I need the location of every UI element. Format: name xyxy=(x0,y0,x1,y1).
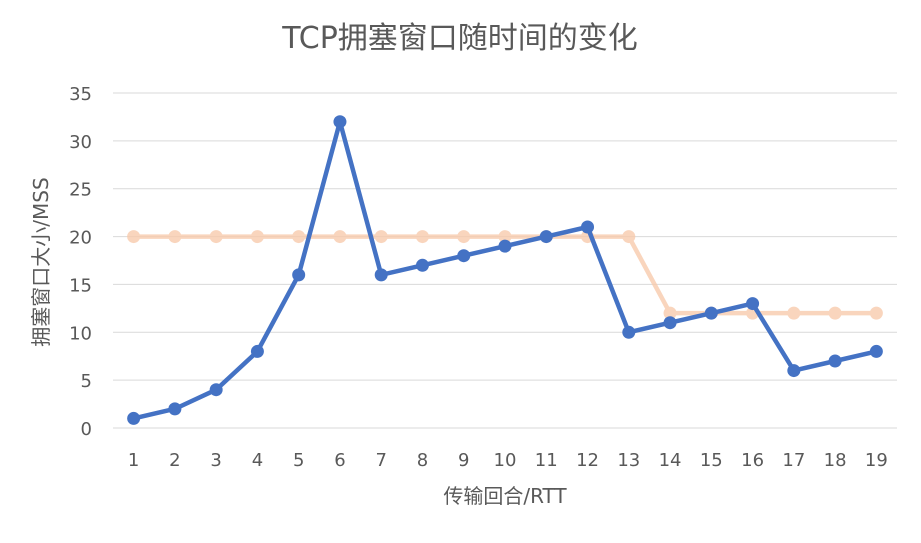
y-tick-label: 30 xyxy=(69,132,92,153)
data-point xyxy=(415,230,429,244)
data-point xyxy=(374,268,388,282)
x-tick-label: 17 xyxy=(782,450,805,471)
series-2 xyxy=(127,115,883,425)
data-point xyxy=(787,364,801,378)
data-point xyxy=(415,258,429,272)
data-point xyxy=(498,239,512,253)
x-tick-label: 18 xyxy=(824,450,847,471)
x-tick-label: 7 xyxy=(375,450,386,471)
x-tick-label: 13 xyxy=(617,450,640,471)
data-point xyxy=(292,268,306,282)
x-tick-label: 8 xyxy=(417,450,428,471)
x-tick-label: 19 xyxy=(865,450,888,471)
data-point xyxy=(869,306,883,320)
x-tick-label: 10 xyxy=(494,450,517,471)
y-tick-label: 15 xyxy=(69,275,92,296)
data-point xyxy=(828,306,842,320)
y-tick-label: 25 xyxy=(69,180,92,201)
data-point xyxy=(127,230,141,244)
data-point xyxy=(622,325,636,339)
x-tick-label: 5 xyxy=(293,450,304,471)
data-point xyxy=(333,230,347,244)
x-axis-title: 传输回合/RTT xyxy=(443,484,567,508)
data-point xyxy=(746,297,760,311)
data-point xyxy=(374,230,388,244)
data-point xyxy=(457,230,471,244)
y-tick-label: 0 xyxy=(81,419,92,440)
y-axis-title: 拥塞窗口大小/MSS xyxy=(29,177,53,346)
y-tick-label: 5 xyxy=(81,371,92,392)
data-point xyxy=(209,230,223,244)
data-point xyxy=(704,306,718,320)
data-point xyxy=(787,306,801,320)
data-point xyxy=(127,411,141,425)
data-point xyxy=(622,230,636,244)
data-point xyxy=(663,316,677,330)
y-axis-ticks: 0 5 10 15 20 25 30 35 xyxy=(69,84,92,440)
data-point xyxy=(168,230,182,244)
x-tick-label: 6 xyxy=(334,450,345,471)
x-tick-label: 15 xyxy=(700,450,723,471)
x-axis-ticks: 1 2 3 4 5 6 7 8 9 10 11 12 13 14 15 16 17 18 19 xyxy=(128,450,888,471)
series-group xyxy=(127,115,883,425)
x-tick-label: 14 xyxy=(659,450,682,471)
y-tick-label: 35 xyxy=(69,84,92,105)
x-tick-label: 11 xyxy=(535,450,558,471)
data-point xyxy=(539,230,553,244)
x-tick-label: 2 xyxy=(169,450,180,471)
x-tick-label: 12 xyxy=(576,450,599,471)
x-tick-label: 9 xyxy=(458,450,469,471)
chart-title: TCP拥塞窗口随时间的变化 xyxy=(281,21,638,56)
data-point xyxy=(168,402,182,416)
y-tick-label: 20 xyxy=(69,228,92,249)
x-tick-label: 3 xyxy=(210,450,221,471)
data-point xyxy=(869,344,883,358)
series-line xyxy=(133,119,877,421)
data-point xyxy=(333,115,347,129)
data-point xyxy=(581,220,595,234)
data-point xyxy=(209,383,223,397)
x-tick-label: 16 xyxy=(741,450,764,471)
data-point xyxy=(663,306,677,320)
x-tick-label: 4 xyxy=(252,450,263,471)
data-point xyxy=(457,249,471,263)
series-1 xyxy=(127,230,883,320)
data-point xyxy=(250,344,264,358)
x-tick-label: 1 xyxy=(128,450,139,471)
data-point xyxy=(250,230,264,244)
data-point xyxy=(292,230,306,244)
data-point xyxy=(828,354,842,368)
y-tick-label: 10 xyxy=(69,323,92,344)
data-point xyxy=(498,230,512,244)
